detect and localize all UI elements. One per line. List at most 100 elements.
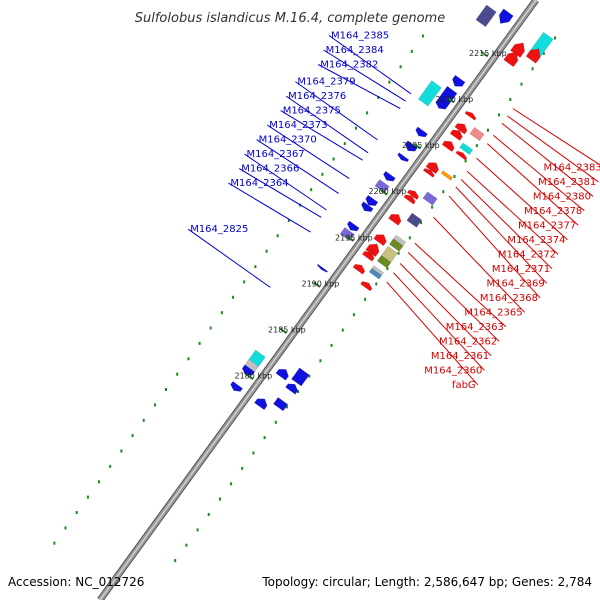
gene-block — [391, 234, 407, 249]
gene-arrow — [285, 383, 299, 395]
guide-dot — [98, 480, 100, 484]
guide-dot — [319, 359, 322, 363]
guide-dot — [230, 482, 233, 486]
guide-dot — [399, 65, 402, 69]
guide-dot — [220, 311, 223, 315]
gene-arrow — [352, 263, 366, 275]
accession-text: Accession: NC_012726 — [8, 575, 144, 589]
guide-dot — [64, 526, 67, 530]
tick-mark — [279, 327, 288, 334]
gene-arrow — [365, 194, 379, 207]
guide-dot — [287, 219, 290, 222]
label-leader — [244, 153, 327, 211]
tick-mark — [413, 143, 422, 150]
guide-dot — [153, 403, 156, 407]
guide-dot — [285, 405, 288, 409]
forward-gene-label: M164_2369 — [487, 278, 545, 289]
reverse-gene-label: M164_2385 — [331, 31, 389, 42]
gene-arrow — [455, 150, 468, 161]
gene-arrow — [388, 213, 402, 226]
reverse-gene-label: M164_2376 — [288, 91, 346, 102]
reverse-gene-label: M164_2366 — [241, 164, 299, 175]
gene-arrow — [454, 123, 468, 135]
guide-dot — [453, 174, 456, 178]
forward-gene-label: M164_2365 — [464, 307, 522, 318]
gene-features — [230, 4, 554, 412]
tick-mark — [480, 50, 489, 58]
tick-label: 2195 kbp — [335, 233, 373, 242]
forward-gene-label: M164_2381 — [538, 177, 596, 188]
guide-dot — [174, 559, 177, 563]
gene-arrow — [415, 126, 428, 138]
guide-dot — [297, 390, 300, 393]
guide-dot — [196, 528, 199, 532]
gene-block — [440, 170, 454, 181]
guide-dot — [531, 67, 534, 71]
guide-dot — [265, 249, 268, 253]
guide-dot — [310, 188, 313, 192]
label-leader — [393, 272, 485, 371]
guide-dot — [520, 82, 523, 86]
label-leader — [295, 81, 378, 141]
reverse-gene-label: M164_2364 — [230, 178, 288, 189]
label-leader — [399, 263, 492, 357]
guide-dot — [442, 190, 445, 194]
guide-dot — [343, 142, 346, 146]
guide-dot — [554, 36, 556, 40]
gene-arrow — [464, 110, 477, 121]
guide-dot — [341, 328, 344, 332]
tick-mark — [346, 235, 355, 242]
gene-arrow — [383, 170, 396, 182]
guide-dot — [408, 236, 411, 240]
guide-dot — [377, 96, 380, 99]
guide-dot — [53, 541, 56, 545]
guide-dot — [308, 374, 311, 378]
gene-arrow — [360, 201, 374, 213]
kbp-ticks: 2215 kbp 2210 kbp 2205 kbp 2200 kbp 2195 kbp… — [235, 49, 507, 381]
label-leader — [501, 122, 594, 197]
guide-dot — [142, 418, 145, 422]
gene-arrow — [525, 48, 541, 64]
forward-gene-label: M164_2377 — [518, 220, 576, 231]
forward-gene-label: M164_2362 — [439, 336, 497, 347]
forward-gene-label: fabG — [452, 380, 476, 391]
gene-arrow — [373, 234, 387, 247]
tick-mark — [447, 96, 455, 104]
label-leader — [285, 95, 369, 154]
guide-dot — [241, 466, 244, 470]
gene-arrow — [346, 220, 360, 232]
tick-label: 2210 kbp — [436, 95, 474, 104]
guide-dot — [388, 80, 391, 84]
gene-arrow — [422, 167, 435, 178]
label-leader — [460, 179, 553, 270]
label-leader — [433, 217, 525, 313]
guide-dot — [498, 113, 501, 117]
label-leader — [512, 108, 600, 166]
guide-dot — [354, 126, 357, 130]
gene-arrow — [253, 398, 268, 411]
label-leader — [466, 170, 559, 255]
guide-dot — [109, 464, 112, 468]
guide-dot — [509, 98, 512, 101]
forward-gene-label: M164_2380 — [533, 191, 591, 202]
gene-arrow — [403, 194, 416, 205]
gene-arrow — [441, 140, 455, 153]
label-leader — [187, 228, 271, 288]
tick-label: 2215 kbp — [469, 49, 507, 58]
reverse-gene-label: M164_2367 — [247, 149, 305, 160]
reverse-gene-label: M164_2384 — [326, 45, 384, 56]
gene-block — [417, 80, 442, 107]
gene-arrow — [498, 8, 514, 24]
gene-block — [374, 179, 390, 194]
guide-dot — [364, 297, 367, 301]
guide-dot — [120, 449, 123, 453]
gene-labels: M164_2383 M164_2381 M164_2380 M164_2378 M164… — [187, 31, 600, 391]
gene-arrow — [361, 250, 375, 262]
label-leader — [476, 157, 568, 241]
gene-arrow — [275, 368, 289, 381]
reverse-gene-label: M164_2370 — [259, 135, 317, 146]
guide-dot — [207, 513, 210, 516]
gene-block — [469, 126, 485, 142]
gene-block — [272, 396, 289, 412]
